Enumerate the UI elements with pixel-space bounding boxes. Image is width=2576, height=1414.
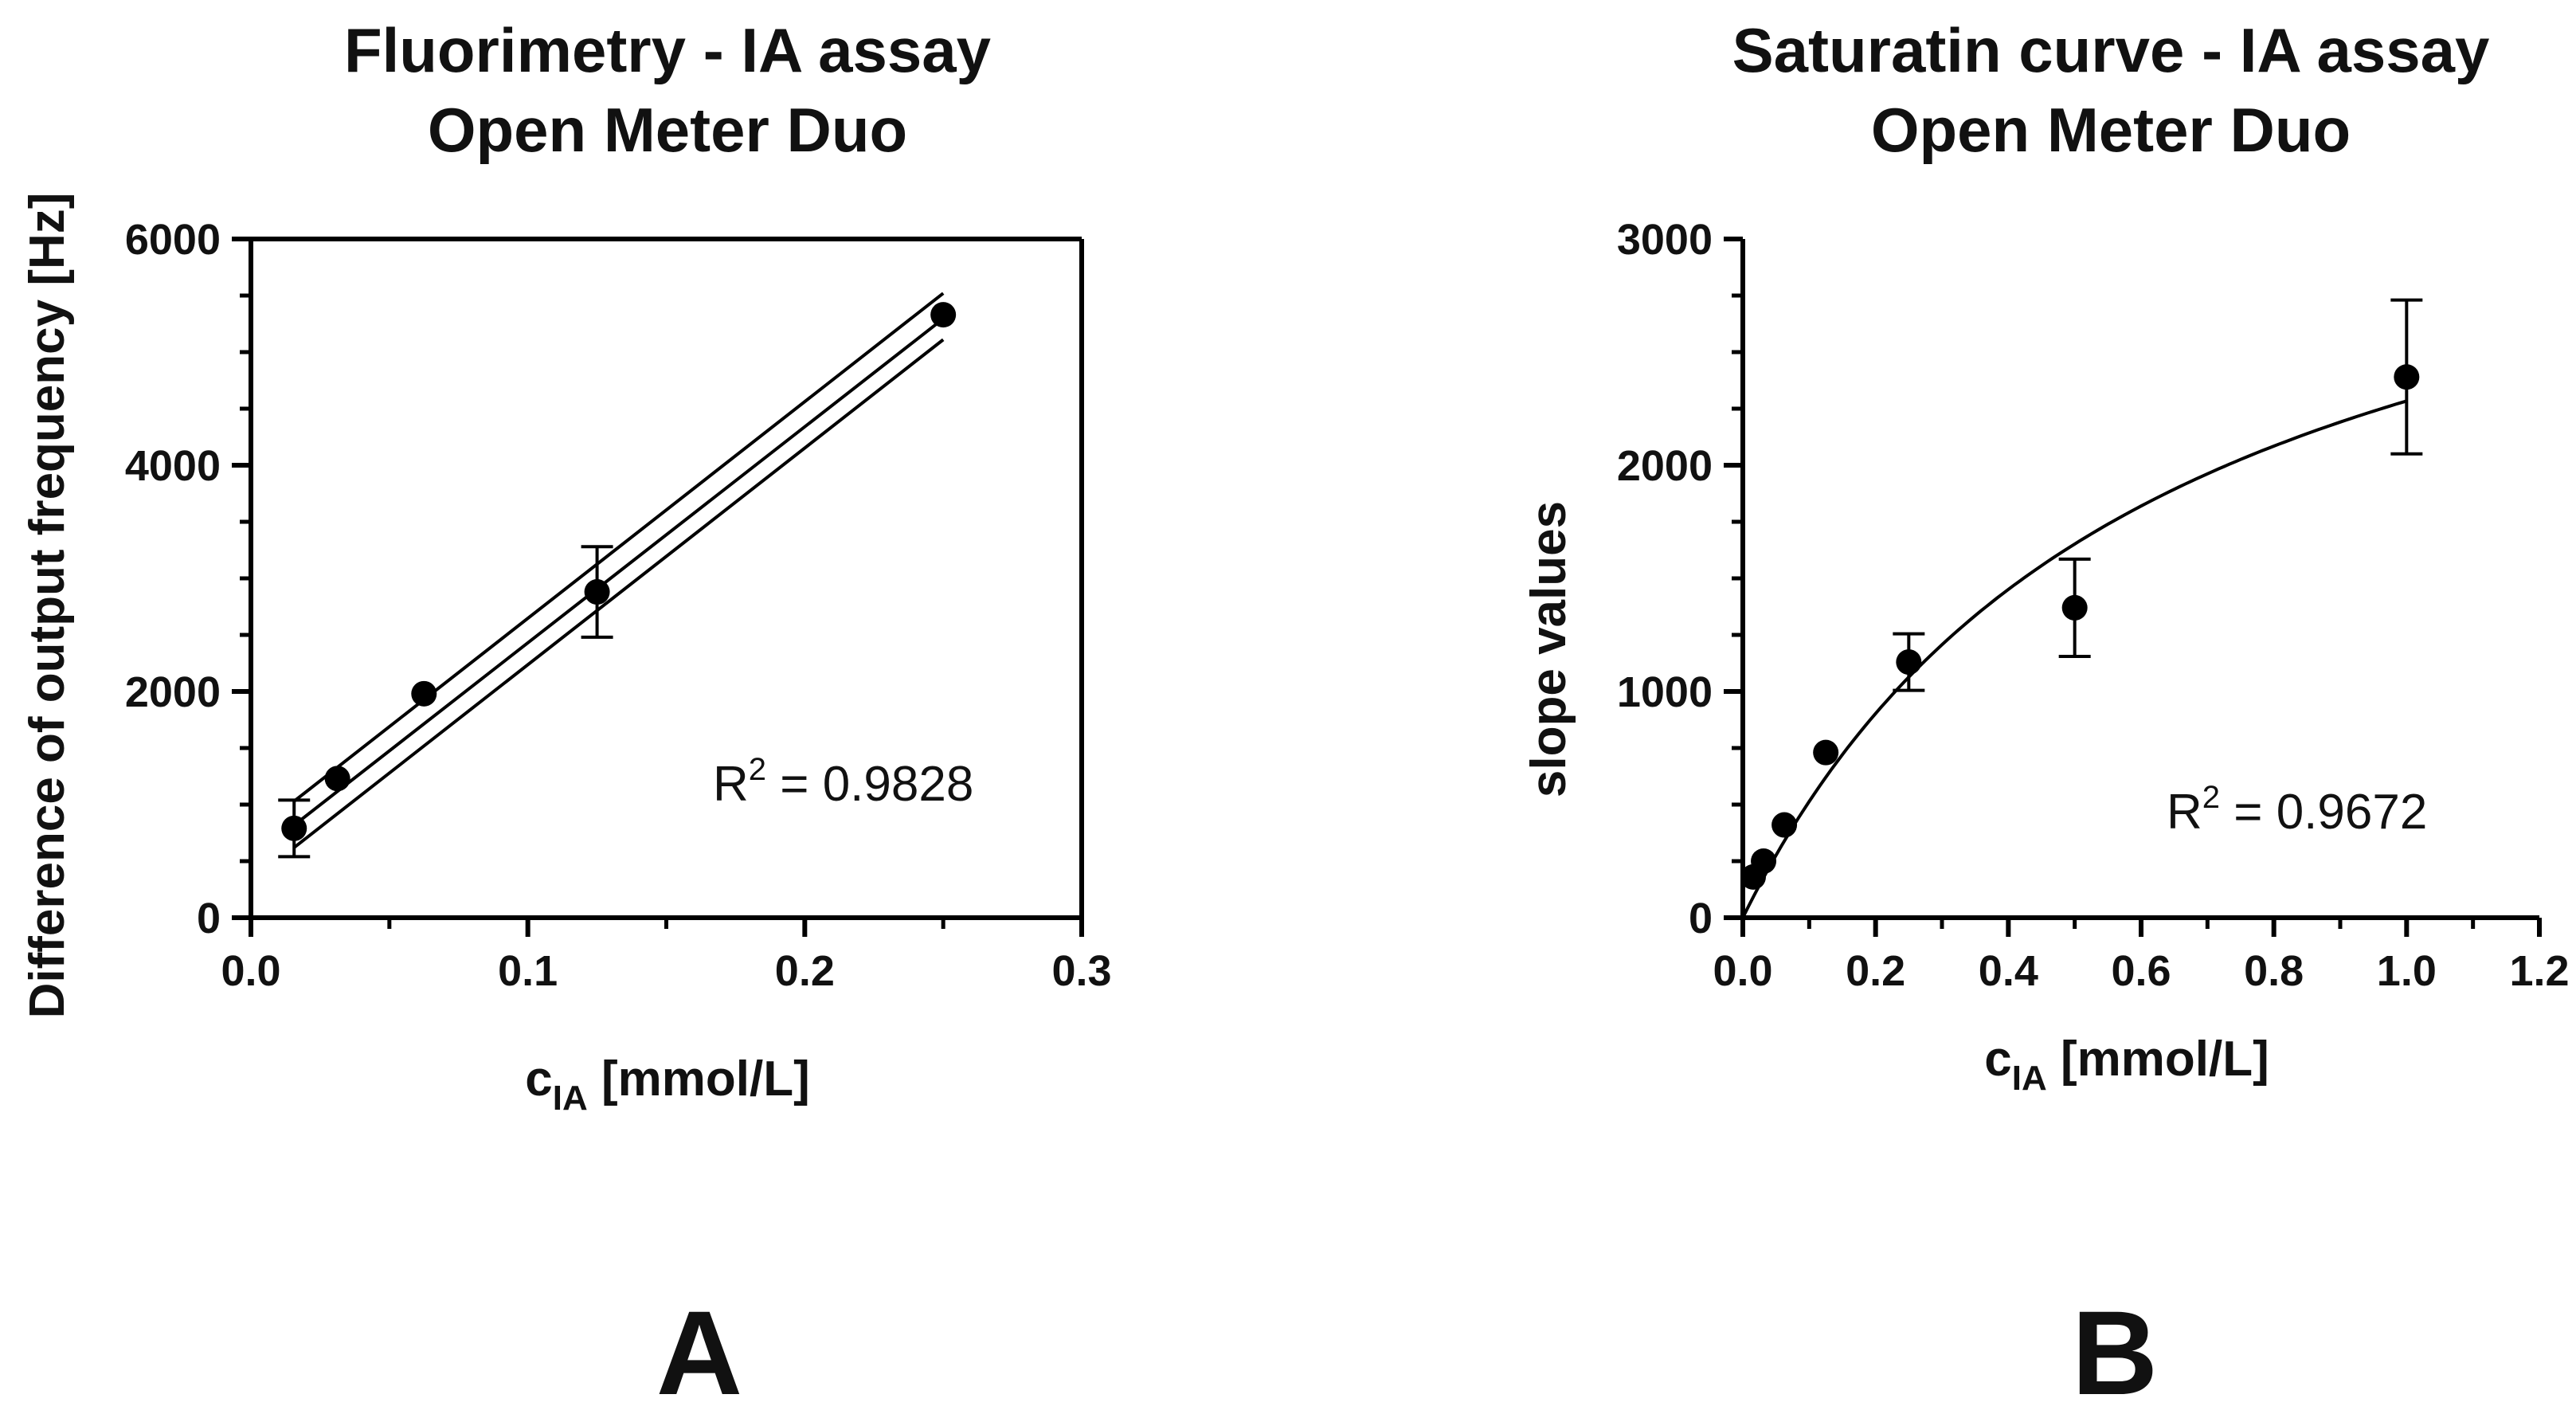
chart-b-r2-sup: 2 (2202, 780, 2220, 815)
chart-b-x-label-rest: [mmol/L] (2047, 1032, 2269, 1087)
chart-b-title-line1: Saturatin curve - IA assay (1732, 15, 2490, 85)
chart-b: Saturatin curve - IA assay Open Meter Du… (1521, 15, 2570, 1414)
chart-a-confidence-upper (293, 292, 945, 803)
chart-a-x-label-main: c (525, 1052, 552, 1107)
chart-b-data-point (1896, 649, 1922, 676)
chart-a-data-point (281, 815, 307, 841)
chart-a-x-label-rest: [mmol/L] (588, 1052, 810, 1107)
chart-a-data-point (930, 302, 957, 328)
chart-b-x-label-main: c (1984, 1032, 2011, 1087)
chart-b-x-tick-label: 0.0 (1713, 947, 1772, 995)
chart-a-data-point (411, 680, 437, 707)
chart-b-data-point (2394, 364, 2420, 390)
chart-b-data-point (1813, 739, 1839, 766)
chart-b-data-point (1771, 812, 1798, 838)
chart-b-x-tick-label: 1.0 (2377, 947, 2437, 995)
chart-a-y-tick-label: 2000 (125, 668, 221, 716)
chart-b-x-axis-label: cIA [mmol/L] (1984, 1032, 2269, 1098)
chart-a-title-line2: Open Meter Duo (428, 95, 907, 165)
chart-a-x-tick-label: 0.1 (498, 947, 558, 995)
chart-b-x-tick-label: 0.4 (1979, 947, 2038, 995)
chart-a-x-label-sub: IA (553, 1079, 588, 1118)
chart-b-fit-curve (1741, 399, 2407, 919)
chart-b-y-tick-label: 1000 (1617, 668, 1713, 716)
chart-a-r2-annotation: R2 = 0.9828 (713, 752, 973, 812)
chart-a-title-line1: Fluorimetry - IA assay (344, 15, 991, 85)
chart-b-x-tick-label: 0.2 (1846, 947, 1905, 995)
chart-b-title-line2: Open Meter Duo (1871, 95, 2351, 165)
chart-b-x-tick-label: 0.8 (2244, 947, 2304, 995)
chart-a-panel-label: A (656, 1286, 742, 1414)
chart-b-y-tick-label: 2000 (1617, 442, 1713, 490)
chart-a-y-tick-label: 6000 (125, 216, 221, 264)
chart-a-confidence-lower (293, 338, 945, 849)
chart-a-r2-sup: 2 (749, 752, 766, 787)
chart-b-x-label-sub: IA (2012, 1059, 2047, 1098)
chart-a-r2-value: = 0.9828 (766, 757, 973, 812)
chart-b-r2-annotation: R2 = 0.9672 (2167, 780, 2427, 840)
chart-a-data-point (584, 579, 610, 605)
chart-a-fit-line (293, 317, 945, 827)
chart-a-x-axis-label: cIA [mmol/L] (525, 1052, 809, 1118)
chart-b-data-point (1751, 848, 1777, 874)
chart-a: Fluorimetry - IA assay Open Meter Duo Di… (20, 15, 1112, 1414)
chart-b-r2-prefix: R (2167, 785, 2202, 840)
chart-a-x-tick-label: 0.2 (775, 947, 835, 995)
chart-a-y-axis-label: Difference of output frequency [Hz] (20, 193, 75, 1019)
chart-b-x-tick-label: 0.6 (2111, 947, 2171, 995)
chart-a-y-tick-label: 0 (197, 895, 221, 942)
chart-b-y-axis-label: slope values (1521, 501, 1576, 797)
chart-a-y-tick-label: 4000 (125, 442, 221, 490)
chart-a-r2-prefix: R (713, 757, 749, 812)
chart-b-y-tick-label: 0 (1689, 895, 1713, 942)
chart-b-data-point (2061, 594, 2088, 621)
chart-a-x-tick-label: 0.3 (1051, 947, 1111, 995)
chart-b-r2-value: = 0.9672 (2220, 785, 2427, 840)
chart-b-y-tick-label: 3000 (1617, 216, 1713, 264)
chart-b-x-tick-label: 1.2 (2509, 947, 2569, 995)
chart-a-data-point (324, 766, 350, 792)
chart-a-x-tick-label: 0.0 (221, 947, 280, 995)
chart-b-panel-label: B (2072, 1286, 2158, 1414)
